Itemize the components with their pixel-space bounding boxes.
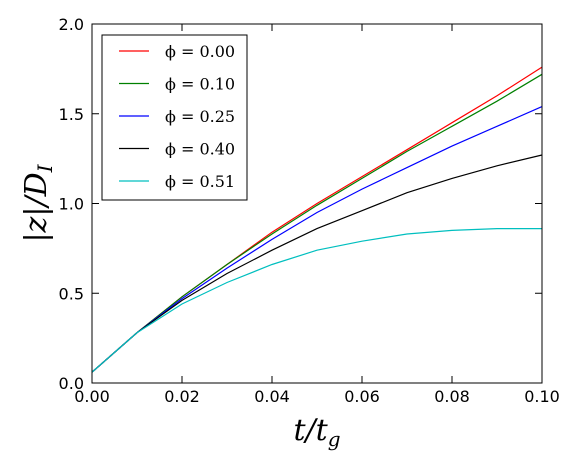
x-tick-label: 0.04 [254,387,290,406]
x-axis-label-main: t/t [293,413,328,448]
y-tick-label: 1.5 [59,105,84,124]
legend-label: ϕ = 0.00 [165,42,235,61]
x-tick-label: 0.02 [164,387,200,406]
legend-label: ϕ = 0.10 [165,75,235,94]
y-tick-label: 2.0 [59,15,84,34]
x-axis-label-subscript: g [328,427,341,451]
legend: ϕ = 0.00 ϕ = 0.10 ϕ = 0.25 ϕ = 0.40 ϕ = 0.51 [101,34,248,201]
legend-label: ϕ = 0.40 [165,140,235,159]
x-tick-label: 0.08 [434,387,470,406]
legend-box [101,34,248,201]
series-line [91,154,543,373]
y-tick-label: 1.0 [59,195,84,214]
y-axis-label-main: |z|/D [19,172,54,242]
x-tick-label: 0.00 [74,387,110,406]
series-lines [91,66,543,373]
y-tick-label: 0.5 [59,284,84,303]
x-axis-label: t/tg [293,413,340,451]
legend-label: ϕ = 0.25 [165,107,235,126]
x-tick-label: 0.06 [344,387,380,406]
series-line [91,106,543,373]
y-tick-label: 0.0 [59,374,84,393]
x-tick-label: 0.10 [524,387,560,406]
legend-label: ϕ = 0.51 [165,172,235,191]
y-axis-label: |z|/DI [19,163,57,242]
y-axis-label-subscript: I [33,163,57,173]
series-line [91,73,543,373]
series-line [91,228,542,373]
axis-ticks: 0.00 0.02 0.04 0.06 0.08 0.10 0.0 0.5 1.0 1.5 2.0 [59,15,560,406]
